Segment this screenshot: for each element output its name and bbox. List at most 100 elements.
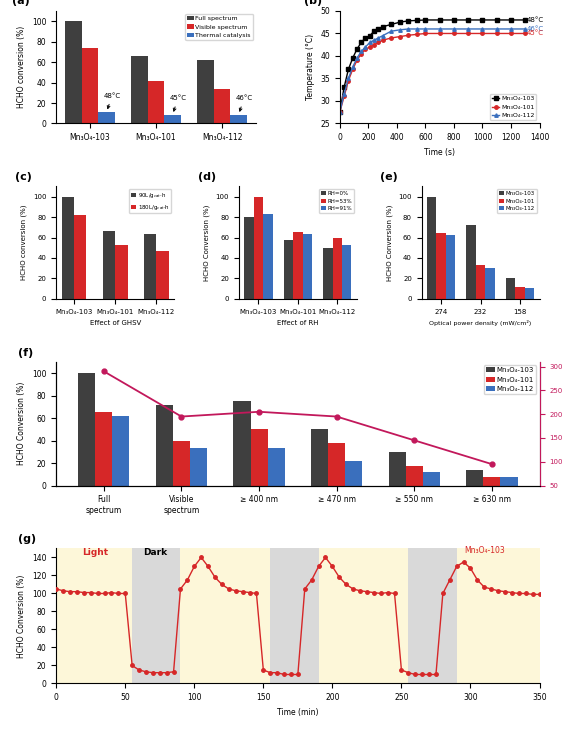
Mn₃O₄-101 <box>465 29 472 38</box>
Mn₃O₄-101 <box>451 29 457 38</box>
Bar <box>98 113 115 124</box>
Text: Light: Light <box>82 548 108 557</box>
Mn₃O₄-101 <box>345 76 352 85</box>
Mn₃O₄-101 <box>379 36 386 45</box>
Bar <box>197 60 214 124</box>
Mn₃O₄-112 <box>522 25 529 34</box>
Mn₃O₄-112 <box>436 25 443 34</box>
Line: Mn₃O₄-103: Mn₃O₄-103 <box>338 18 527 114</box>
Mn₃O₄-103 <box>436 15 443 24</box>
Mn₃O₄-101 <box>414 30 420 39</box>
Mn₃O₄-103 <box>379 23 386 31</box>
Mn₃O₄-101 <box>479 29 486 38</box>
Mn₃O₄-112 <box>345 74 352 83</box>
Mn₃O₄-103 <box>362 34 369 42</box>
Bar <box>164 115 181 124</box>
Mn₃O₄-101 <box>358 49 365 58</box>
Mn₃O₄-103 <box>493 15 500 24</box>
Mn₃O₄-103 <box>522 15 529 24</box>
Mn₃O₄-101 <box>422 29 429 38</box>
Mn₃O₄-103 <box>341 83 347 92</box>
Text: (b): (b) <box>304 0 322 7</box>
Y-axis label: HCHO Conversion (%): HCHO Conversion (%) <box>17 382 26 466</box>
Bar <box>268 448 285 485</box>
Bar <box>144 235 156 299</box>
Legend: Mn₃O₄-103, Mn₃O₄-101, Mn₃O₄-112: Mn₃O₄-103, Mn₃O₄-101, Mn₃O₄-112 <box>484 366 536 395</box>
Mn₃O₄-103 <box>405 17 411 26</box>
Mn₃O₄-103 <box>414 16 420 25</box>
Legend: Full spectrum, Visible spectrum, Thermal catalysis: Full spectrum, Visible spectrum, Thermal… <box>185 14 253 40</box>
Mn₃O₄-112 <box>422 25 429 34</box>
Bar <box>115 245 128 299</box>
Mn₃O₄-103 <box>479 15 486 24</box>
Bar <box>132 548 180 683</box>
Mn₃O₄-112 <box>405 25 411 34</box>
Bar <box>406 466 423 485</box>
X-axis label: Time (s): Time (s) <box>424 148 455 156</box>
Bar <box>74 215 87 299</box>
X-axis label: Time (min): Time (min) <box>277 708 319 717</box>
Mn₃O₄-101 <box>388 34 395 42</box>
Text: (f): (f) <box>17 348 33 357</box>
Bar <box>56 548 132 683</box>
Bar <box>253 197 263 299</box>
Mn₃O₄-103 <box>345 65 352 74</box>
Text: (c): (c) <box>15 172 32 181</box>
Legend: RH=0%, RH=53%, RH=91%: RH=0%, RH=53%, RH=91% <box>319 189 354 213</box>
Mn₃O₄-101 <box>349 65 356 74</box>
Text: 45°C: 45°C <box>527 31 543 37</box>
Mn₃O₄-101 <box>522 29 529 38</box>
Mn₃O₄-103 <box>507 15 514 24</box>
Mn₃O₄-112 <box>479 25 486 34</box>
Bar <box>190 448 207 485</box>
Bar <box>457 548 540 683</box>
Mn₃O₄-112 <box>371 36 378 45</box>
Bar <box>342 245 351 299</box>
Text: 46°C: 46°C <box>235 96 252 111</box>
Mn₃O₄-101 <box>436 29 443 38</box>
X-axis label: Optical power density (mW/cm²): Optical power density (mW/cm²) <box>429 320 532 326</box>
Mn₃O₄-112 <box>451 25 457 34</box>
Bar <box>230 115 247 124</box>
Text: 46°C: 46°C <box>527 26 544 32</box>
Bar <box>437 233 446 299</box>
Bar <box>103 232 115 299</box>
Text: 48°C: 48°C <box>103 93 120 109</box>
Bar <box>515 287 525 299</box>
Legend: 90L/g$_{cat}$·h, 180L/g$_{cat}$·h: 90L/g$_{cat}$·h, 180L/g$_{cat}$·h <box>129 189 171 213</box>
Bar <box>112 416 129 485</box>
Mn₃O₄-103 <box>388 20 395 29</box>
Mn₃O₄-112 <box>396 26 403 34</box>
Mn₃O₄-112 <box>362 42 369 51</box>
Y-axis label: Temperature (°C): Temperature (°C) <box>306 34 315 100</box>
Mn₃O₄-103 <box>366 31 373 40</box>
Y-axis label: HCHO Conversion (%): HCHO Conversion (%) <box>203 205 210 281</box>
Bar <box>82 48 98 124</box>
Text: 48°C: 48°C <box>527 17 544 23</box>
Mn₃O₄-101 <box>493 29 500 38</box>
Bar <box>214 88 230 124</box>
Mn₃O₄-112 <box>507 25 514 34</box>
Mn₃O₄-112 <box>465 25 472 34</box>
Legend: Mn₃O₄-103, Mn₃O₄-101, Mn₃O₄-112: Mn₃O₄-103, Mn₃O₄-101, Mn₃O₄-112 <box>490 94 536 121</box>
Mn₃O₄-101 <box>371 40 378 49</box>
Bar <box>180 548 270 683</box>
Bar <box>78 373 95 485</box>
Mn₃O₄-101 <box>362 45 369 53</box>
Mn₃O₄-112 <box>366 38 373 47</box>
X-axis label: Effect of GHSV: Effect of GHSV <box>89 320 140 326</box>
Mn₃O₄-103 <box>375 25 382 34</box>
Bar <box>328 443 345 485</box>
Bar <box>263 214 273 299</box>
Bar <box>525 287 534 299</box>
Mn₃O₄-103 <box>396 18 403 26</box>
Text: (a): (a) <box>12 0 30 7</box>
Bar <box>233 401 251 485</box>
Y-axis label: HCHO conversion (%): HCHO conversion (%) <box>21 205 28 281</box>
Bar <box>389 452 406 485</box>
Bar <box>483 477 501 485</box>
Mn₃O₄-112 <box>341 90 347 99</box>
Mn₃O₄-101 <box>353 56 360 65</box>
Mn₃O₄-101 <box>366 42 373 51</box>
Bar <box>466 225 476 299</box>
